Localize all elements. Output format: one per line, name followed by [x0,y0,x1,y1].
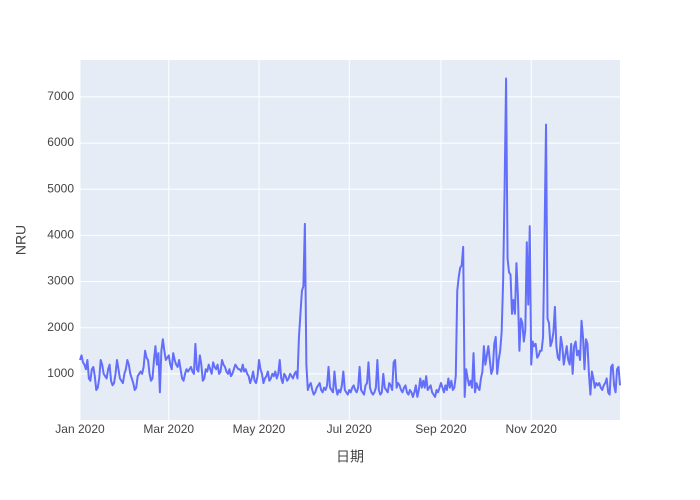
labels: 1000 2000 3000 4000 5000 6000 7000 Jan 2020 Mar … [47,89,557,436]
y-tick-label: 4000 [47,228,74,242]
x-tick-label: Jul 2020 [327,422,373,436]
y-tick-label: 6000 [47,135,74,149]
y-axis-title: NRU [13,225,29,255]
data-line [79,77,621,398]
x-tick-label: Sep 2020 [415,422,467,436]
x-tick-label: Mar 2020 [143,422,194,436]
x-tick-label: Nov 2020 [506,422,558,436]
y-tick-label: 3000 [47,274,74,288]
x-tick-label: May 2020 [233,422,286,436]
y-tick-label: 5000 [47,181,74,195]
y-tick-label: 2000 [47,320,74,334]
x-axis-title: 日期 [336,449,364,465]
marks [79,77,621,398]
x-tick-label: Jan 2020 [55,422,105,436]
y-tick-label: 7000 [47,89,74,103]
y-tick-label: 1000 [47,366,74,380]
